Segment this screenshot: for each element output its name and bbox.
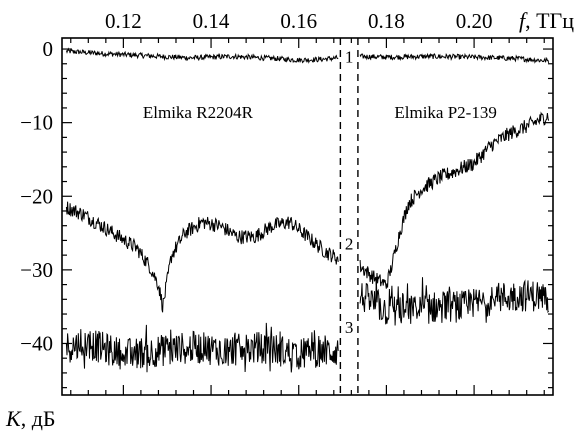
x-tick-label: 0.12 (105, 9, 142, 33)
y-axis-title: K, дБ (5, 406, 56, 431)
axis-ticks (62, 38, 553, 395)
series-3-line (65, 322, 339, 373)
y-tick-label: −30 (20, 258, 53, 282)
curve-number-label: 2 (345, 234, 354, 253)
device-annotation: Elmika R2204R (143, 103, 254, 122)
series-2-line (65, 201, 339, 313)
divider-lines (339, 38, 359, 395)
device-annotation: Elmika P2-139 (394, 103, 496, 122)
y-tick-label: −10 (20, 111, 53, 135)
x-tick-label: 0.18 (368, 9, 405, 33)
curve-number-label: 3 (345, 318, 354, 337)
y-tick-label: −20 (20, 184, 53, 208)
x-axis-title: f, ТГц (519, 8, 574, 33)
data-curves (65, 47, 550, 373)
x-tick-label: 0.20 (456, 9, 493, 33)
series-3-line (359, 277, 549, 326)
plot-frame (61, 37, 554, 396)
x-tick-label: 0.14 (193, 9, 230, 33)
y-tick-label: −40 (20, 331, 53, 355)
series-2-line (359, 111, 550, 289)
axis-tick-labels: 0.12 0.14 0.16 0.18 0.20 0 −10 −20 −30 −40 (20, 9, 492, 355)
series-1-line (65, 47, 339, 64)
y-tick-label: 0 (43, 37, 54, 61)
series-1-line (359, 52, 550, 64)
x-tick-label: 0.16 (280, 9, 317, 33)
curve-number-label: 1 (345, 47, 354, 66)
annotations: Elmika R2204R Elmika P2-139 1 2 3 (143, 47, 497, 337)
